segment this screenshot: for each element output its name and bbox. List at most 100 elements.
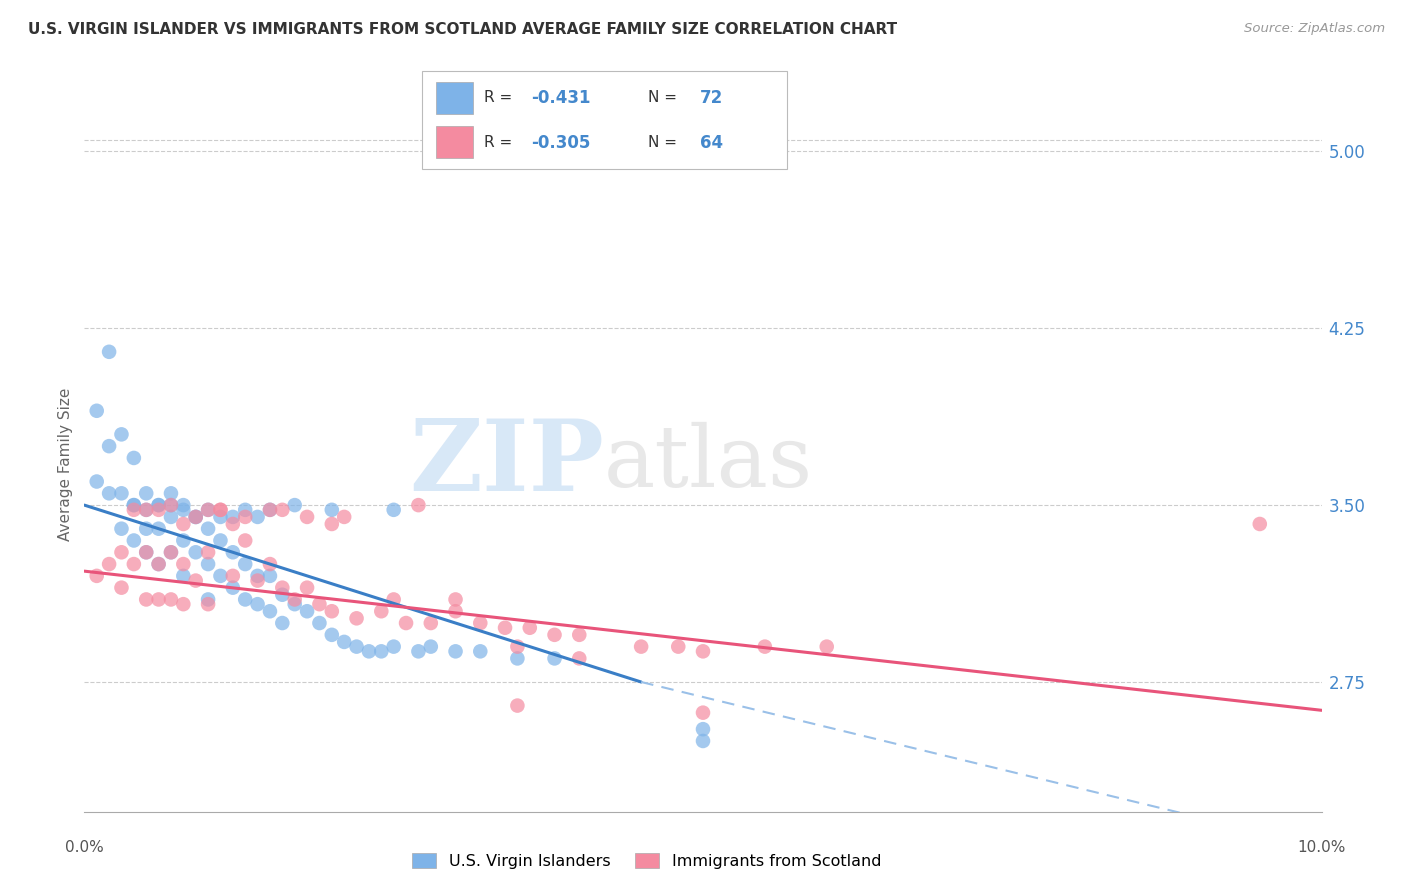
Text: N =: N = xyxy=(648,90,682,105)
Point xyxy=(160,509,183,524)
Point xyxy=(271,581,294,595)
Point xyxy=(295,509,318,524)
Point xyxy=(321,628,343,642)
Point xyxy=(333,635,356,649)
Point xyxy=(86,475,108,489)
Point xyxy=(470,644,492,658)
Point xyxy=(184,509,207,524)
Point xyxy=(284,597,307,611)
Point xyxy=(395,615,418,630)
Point xyxy=(209,509,232,524)
Point xyxy=(233,503,256,517)
Point xyxy=(284,498,307,512)
Point xyxy=(172,498,194,512)
Point xyxy=(160,486,183,500)
Point xyxy=(333,509,356,524)
Point xyxy=(172,503,194,517)
Point xyxy=(172,533,194,548)
Point xyxy=(148,503,170,517)
Point xyxy=(444,604,467,618)
Point xyxy=(506,640,529,654)
Point xyxy=(160,545,183,559)
Point xyxy=(172,597,194,611)
Point xyxy=(506,651,529,665)
Point xyxy=(160,498,183,512)
Point xyxy=(692,644,714,658)
FancyBboxPatch shape xyxy=(436,127,472,158)
Legend: U.S. Virgin Islanders, Immigrants from Scotland: U.S. Virgin Islanders, Immigrants from S… xyxy=(406,847,887,875)
Point xyxy=(444,644,467,658)
Point xyxy=(233,557,256,571)
Text: N =: N = xyxy=(648,136,682,151)
Point xyxy=(184,509,207,524)
Point xyxy=(148,498,170,512)
Point xyxy=(148,557,170,571)
Text: U.S. VIRGIN ISLANDER VS IMMIGRANTS FROM SCOTLAND AVERAGE FAMILY SIZE CORRELATION: U.S. VIRGIN ISLANDER VS IMMIGRANTS FROM … xyxy=(28,22,897,37)
Point xyxy=(271,615,294,630)
Point xyxy=(110,427,132,442)
Point xyxy=(444,592,467,607)
Point xyxy=(370,644,392,658)
Point xyxy=(135,545,157,559)
Point xyxy=(382,592,405,607)
Point xyxy=(295,604,318,618)
Text: Source: ZipAtlas.com: Source: ZipAtlas.com xyxy=(1244,22,1385,36)
Point xyxy=(197,557,219,571)
Point xyxy=(246,509,269,524)
Point xyxy=(184,545,207,559)
Point xyxy=(148,557,170,571)
Point xyxy=(271,503,294,517)
Point xyxy=(543,628,565,642)
Point xyxy=(233,509,256,524)
Point xyxy=(494,621,516,635)
Point xyxy=(209,569,232,583)
Point xyxy=(470,615,492,630)
Point xyxy=(506,698,529,713)
Point xyxy=(110,581,132,595)
Point xyxy=(419,615,441,630)
Point xyxy=(135,503,157,517)
Point xyxy=(122,498,145,512)
Point xyxy=(346,640,368,654)
Point xyxy=(197,545,219,559)
Point xyxy=(357,644,380,658)
Text: 72: 72 xyxy=(700,89,723,107)
Point xyxy=(135,592,157,607)
Point xyxy=(284,592,307,607)
Point xyxy=(148,498,170,512)
Point xyxy=(122,533,145,548)
Point xyxy=(148,592,170,607)
Point xyxy=(222,569,245,583)
Point xyxy=(98,439,121,453)
Point xyxy=(209,533,232,548)
Point xyxy=(86,404,108,418)
Point xyxy=(259,503,281,517)
Point xyxy=(160,545,183,559)
Point xyxy=(382,503,405,517)
Point xyxy=(382,640,405,654)
Point xyxy=(122,450,145,465)
Point xyxy=(209,503,232,517)
Point xyxy=(184,574,207,588)
Point xyxy=(172,516,194,531)
Text: ZIP: ZIP xyxy=(409,416,605,512)
Text: 64: 64 xyxy=(700,134,723,152)
Point xyxy=(135,522,157,536)
Point xyxy=(321,503,343,517)
Point xyxy=(222,509,245,524)
Point xyxy=(246,569,269,583)
Point xyxy=(666,640,689,654)
Point xyxy=(233,533,256,548)
Point xyxy=(692,722,714,736)
Point xyxy=(692,706,714,720)
Point xyxy=(259,569,281,583)
Point xyxy=(98,486,121,500)
Point xyxy=(110,486,132,500)
Point xyxy=(110,522,132,536)
Point xyxy=(408,498,430,512)
Point xyxy=(222,516,245,531)
Point xyxy=(209,503,232,517)
Point xyxy=(519,621,541,635)
Point xyxy=(259,604,281,618)
Point xyxy=(197,522,219,536)
